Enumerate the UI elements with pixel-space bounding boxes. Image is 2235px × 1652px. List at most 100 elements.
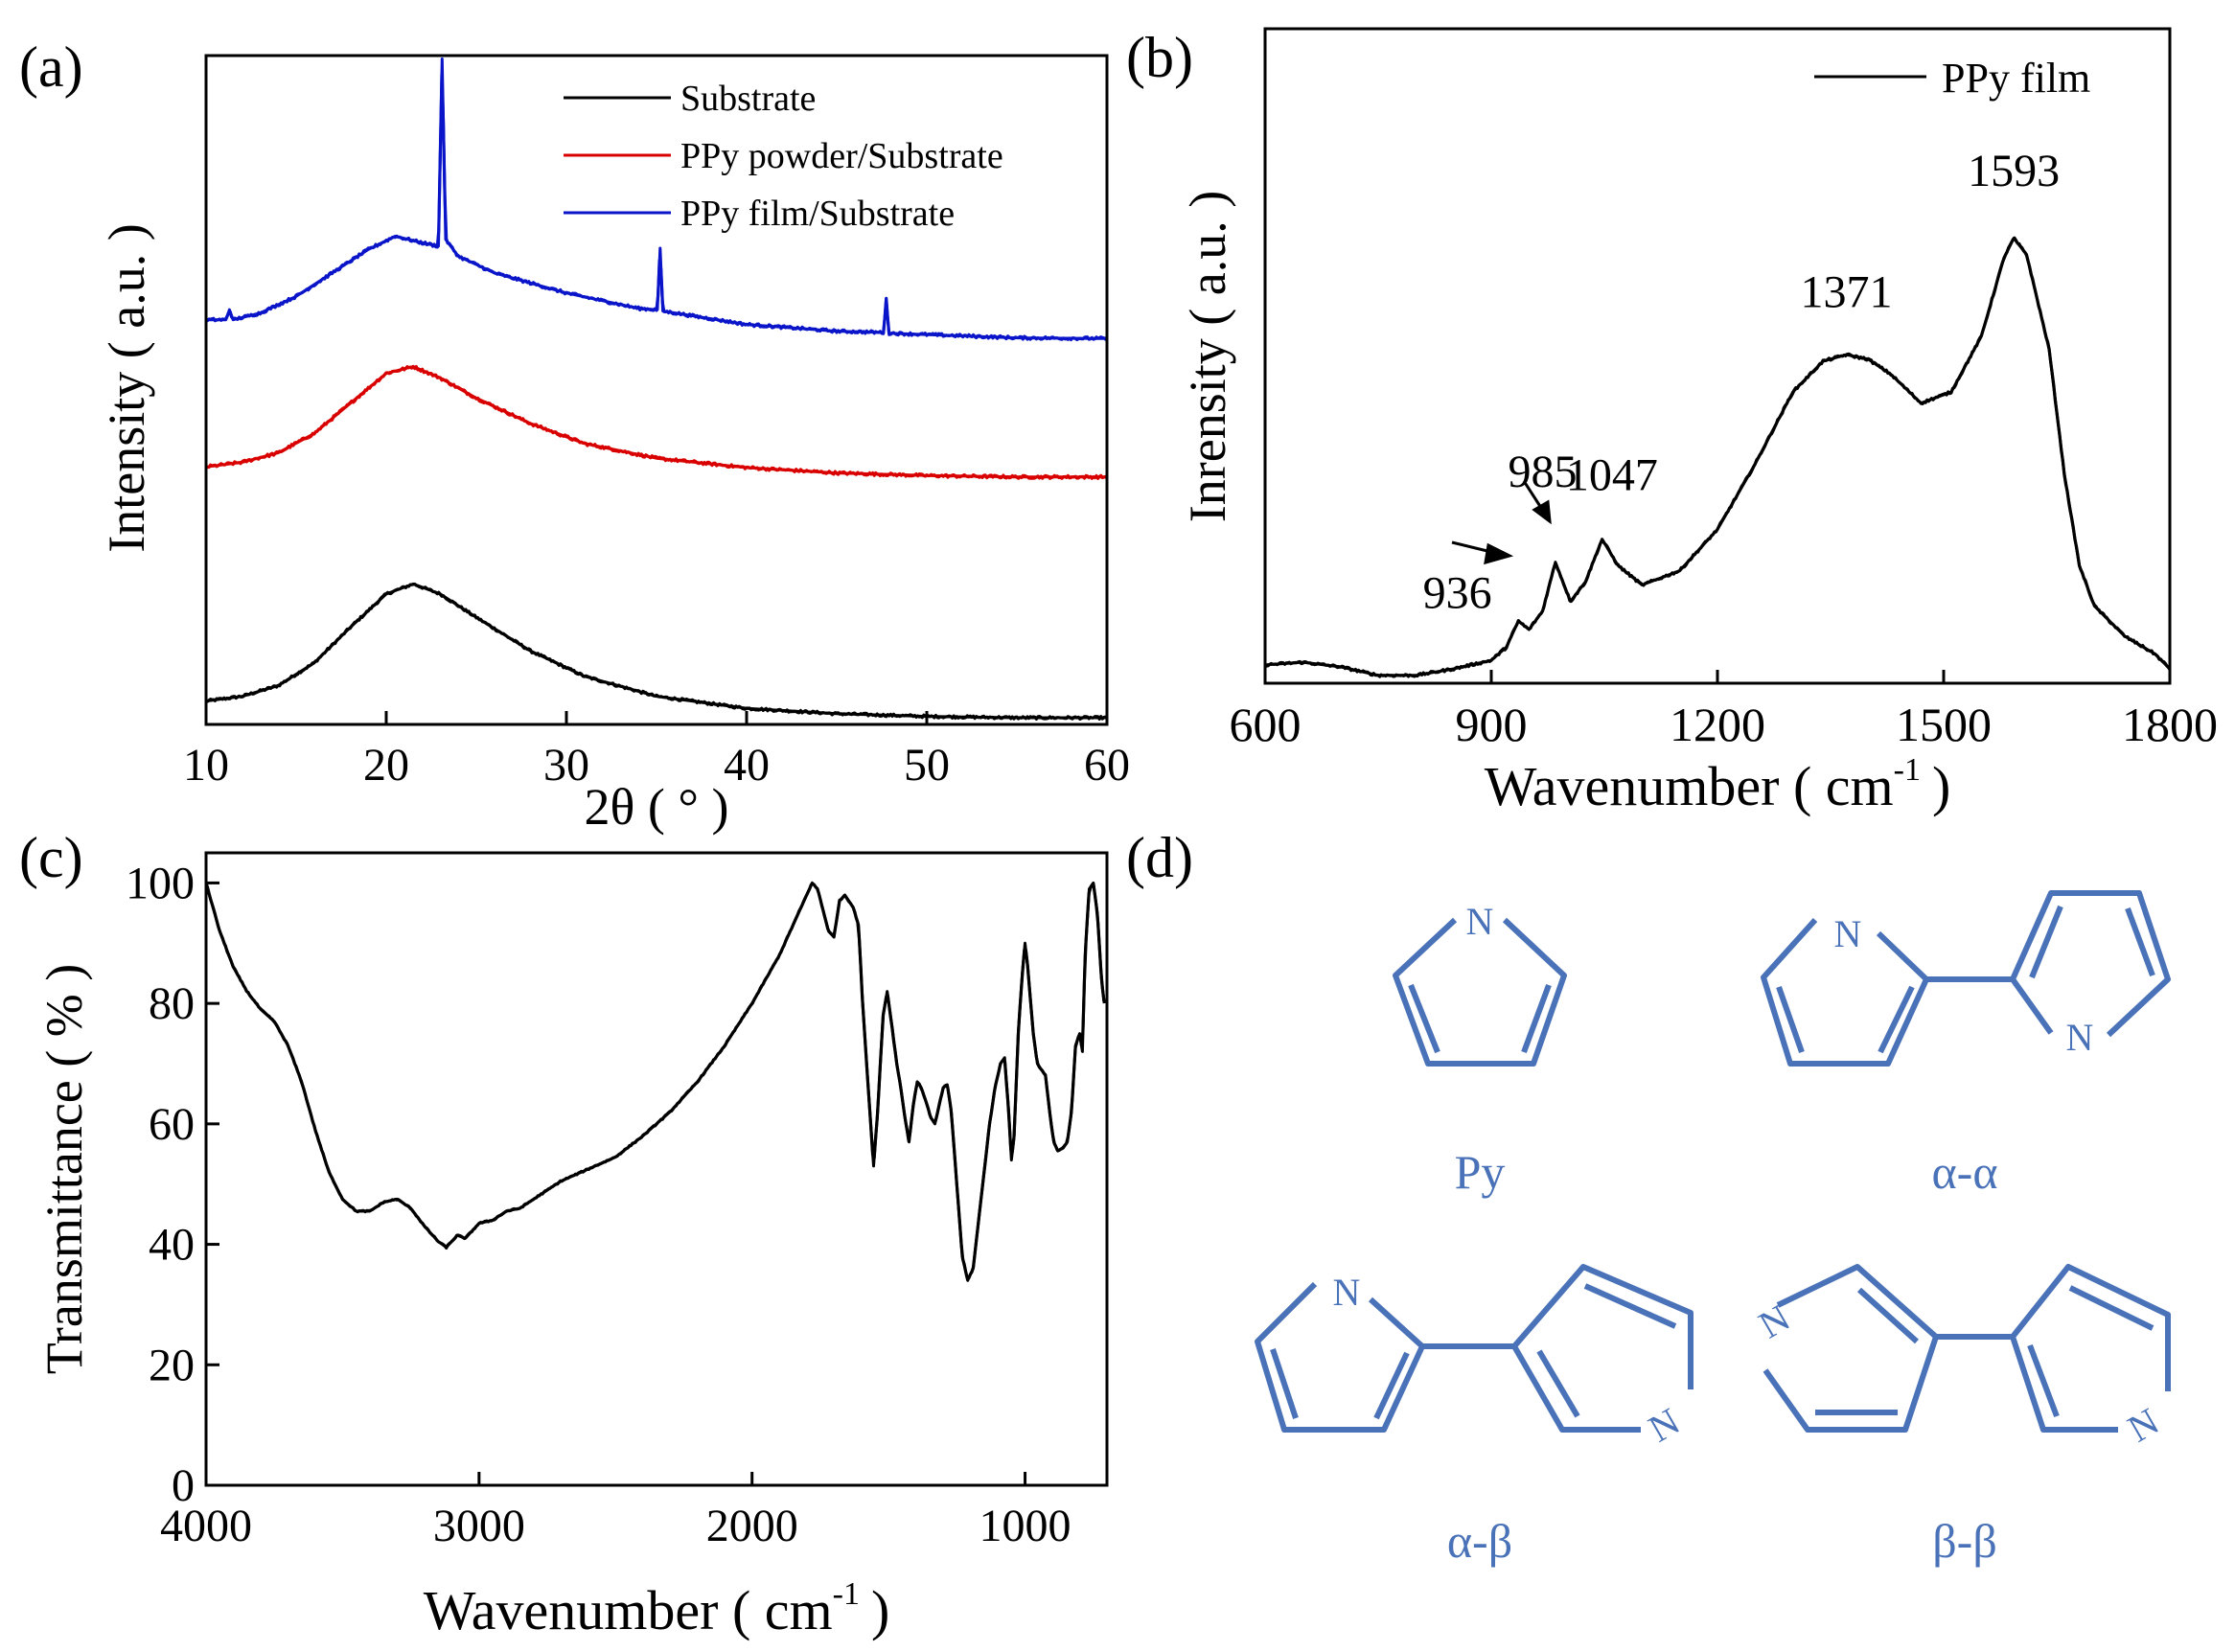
structure-alpha-alpha — [1761, 890, 2171, 1067]
peak-label-936: 936 — [1423, 567, 1492, 618]
ab-ring-2-b — [1511, 1344, 1641, 1433]
panel-a-plot-frame — [204, 54, 1109, 726]
py-n-atom: N — [1466, 900, 1494, 943]
series-line-ppy-film — [204, 882, 1106, 1280]
py-double-bond-2 — [1521, 983, 1552, 1054]
panel-a-y-axis-label: Intensity ( a.u. ) — [98, 223, 155, 552]
ab-n-atom-2: N — [1641, 1399, 1687, 1450]
y-tick-label: 60 — [149, 1099, 195, 1150]
panel-c-ftir-chart: (c) 4000 3000 2000 1000 0 20 40 60 80 100 Wavenum… — [19, 826, 1109, 1641]
bb-ring2-double-2 — [2027, 1343, 2060, 1418]
py-label: Py — [1455, 1145, 1506, 1199]
peak-label-1593: 1593 — [1968, 146, 2060, 196]
py-double-bond-1 — [1408, 983, 1440, 1054]
ab-ring1-double-2 — [1373, 1351, 1410, 1420]
legend-label-ppy-film-raman: PPy film — [1942, 55, 2090, 102]
series-line-substrate — [205, 582, 1108, 721]
x-tick-label: 4000 — [160, 1501, 252, 1551]
panel-b-plot-frame — [1263, 27, 2172, 685]
ab-ring-2 — [1511, 1264, 1694, 1389]
x-tick-label: 1800 — [2122, 698, 2218, 751]
ab-n-atom-1: N — [1333, 1271, 1361, 1314]
aa-ring-2 — [2010, 890, 2171, 1038]
x-tick-label: 3000 — [433, 1501, 525, 1551]
panel-a-x-axis-label: 2θ ( ° ) — [585, 778, 729, 836]
x-tick-label: 2000 — [706, 1501, 798, 1551]
panel-b-peak-arrows — [1451, 480, 1552, 565]
x-tick-label: 1500 — [1896, 698, 1992, 751]
bb-ring1-double-1 — [1856, 1287, 1920, 1344]
aa-ring2-double-1 — [2029, 905, 2063, 979]
panel-c-series-layer — [204, 881, 1106, 1282]
aa-ring-2-close — [2010, 977, 2054, 1035]
arrow-936-head — [1484, 542, 1514, 565]
panel-b-x-ticks: 600 900 1200 1500 1800 — [1230, 670, 2218, 751]
panel-b-legend: PPy film — [1814, 55, 2090, 102]
aa-n-atom-2: N — [2066, 1016, 2094, 1059]
x-tick-label: 1200 — [1670, 698, 1765, 751]
panel-a-label: (a) — [19, 35, 83, 99]
y-tick-label: 100 — [126, 858, 195, 908]
panel-d-structures: (d) N Py N N α-α — [1126, 826, 2171, 1568]
aa-ring-1 — [1761, 917, 1929, 1067]
peak-label-985: 985 — [1508, 447, 1577, 497]
panel-a-x-ticks: 10 20 30 40 50 60 — [183, 711, 1130, 791]
bb-ring-2 — [2010, 1264, 2171, 1391]
bb-ring-2-b — [2010, 1336, 2118, 1433]
x-tick-label: 40 — [724, 740, 770, 791]
bb-n-atom-1: N — [1751, 1296, 1797, 1346]
series-peaks-ppy-film — [1264, 237, 2172, 677]
aa-n-atom-1: N — [1834, 912, 1862, 955]
alpha-alpha-label: α-α — [1931, 1145, 1997, 1199]
series-peaks-ppy-film — [204, 881, 1106, 1282]
panel-d-label: (d) — [1126, 826, 1193, 889]
x-tick-label: 30 — [543, 740, 589, 791]
bb-n-atom-2: N — [2120, 1399, 2166, 1450]
series-peaks-ppy-film-substrate — [206, 57, 1108, 340]
x-tick-label: 10 — [183, 740, 229, 791]
ab-ring2-double-1 — [1583, 1283, 1677, 1329]
legend-label-substrate: Substrate — [680, 79, 816, 119]
panel-c-plot-frame — [204, 851, 1109, 1487]
legend-label-ppy-film: PPy film/Substrate — [680, 194, 955, 234]
bb-ring-1 — [1763, 1264, 1939, 1433]
y-tick-label: 80 — [149, 978, 195, 1029]
x-tick-label: 1000 — [979, 1501, 1071, 1551]
x-tick-label: 50 — [904, 740, 950, 791]
panel-a-series-layer — [204, 57, 1109, 721]
x-tick-label: 600 — [1230, 698, 1302, 751]
y-tick-label: 0 — [172, 1460, 195, 1511]
panel-b-y-axis-label: Inrensity ( a.u. ) — [1179, 191, 1236, 522]
ab-ring1-double-1 — [1270, 1348, 1299, 1419]
y-tick-label: 20 — [149, 1340, 195, 1390]
structure-beta-beta — [1763, 1264, 2171, 1433]
alpha-beta-label: α-β — [1447, 1514, 1512, 1568]
panel-b-label: (b) — [1126, 26, 1193, 89]
ab-ring2-double-2 — [1536, 1349, 1580, 1418]
beta-beta-label: β-β — [1932, 1514, 1997, 1568]
py-ring — [1393, 917, 1567, 1067]
x-tick-label: 900 — [1456, 698, 1528, 751]
panel-c-x-axis-label: Wavenumber ( cm-1) — [424, 1576, 890, 1641]
series-peaks-substrate — [205, 582, 1107, 720]
x-tick-label: 60 — [1084, 740, 1130, 791]
series-peaks-ppy-powder-substrate — [205, 365, 1107, 479]
panel-c-y-axis-label: Transmittance ( % ) — [35, 964, 93, 1374]
arrow-985-head — [1532, 499, 1552, 525]
panel-b-series-layer — [1263, 236, 2172, 678]
ab-ring-1 — [1255, 1281, 1425, 1433]
series-line-ppy-powder-substrate — [205, 364, 1109, 480]
panel-b-x-axis-label: Wavenumber ( cm-1) — [1485, 752, 1951, 817]
peak-label-1047: 1047 — [1566, 450, 1658, 501]
panel-b-raman-chart: (b) 600 900 1200 1500 1800 PPy film 1593 1371… — [1126, 26, 2218, 817]
aa-ring2-double-2 — [2125, 906, 2155, 977]
panel-c-label: (c) — [19, 826, 83, 889]
x-tick-label: 20 — [363, 740, 409, 791]
structure-py — [1393, 917, 1567, 1067]
structure-alpha-beta — [1255, 1264, 1694, 1433]
peak-label-1371: 1371 — [1801, 266, 1893, 317]
y-tick-label: 40 — [149, 1220, 195, 1271]
panel-c-ticks: 4000 3000 2000 1000 0 20 40 60 80 100 — [126, 858, 1071, 1551]
